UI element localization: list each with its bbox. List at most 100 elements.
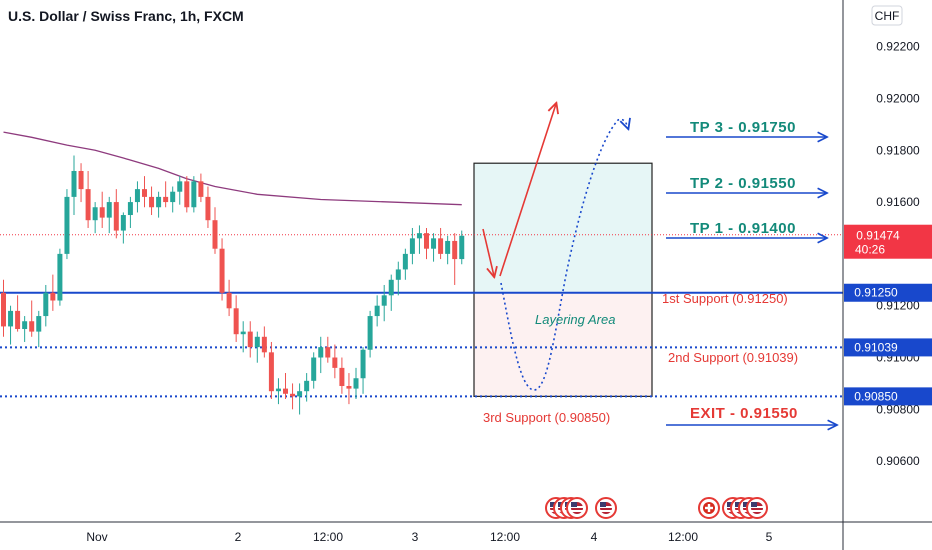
candle — [240, 321, 246, 353]
candle — [339, 357, 345, 394]
currency-badge-box — [871, 5, 903, 26]
candle-body — [247, 331, 253, 348]
candle — [149, 186, 155, 216]
candle-body — [275, 388, 281, 392]
candle — [134, 181, 140, 213]
layering-zone — [474, 292, 652, 397]
us-flag-stripe — [751, 510, 763, 512]
candle-body — [254, 336, 260, 348]
candle — [297, 383, 303, 415]
candle-body — [127, 202, 133, 216]
candle — [36, 310, 42, 348]
candle-body — [15, 310, 21, 330]
us-flag-canton — [743, 502, 749, 507]
candle — [367, 310, 373, 358]
candle-body — [163, 196, 169, 203]
candle — [452, 233, 458, 285]
candle-body — [388, 279, 394, 296]
candle — [29, 300, 35, 337]
candle-body — [219, 248, 225, 293]
candle-body — [424, 233, 429, 249]
candle-body — [381, 295, 387, 306]
candle — [332, 344, 338, 379]
candle-body — [205, 196, 211, 221]
price-tick-label: 0.90800 — [876, 402, 920, 416]
candle-body — [156, 196, 162, 208]
candle-body — [8, 310, 14, 327]
swiss-cross — [705, 506, 713, 510]
candle — [395, 261, 401, 296]
price-axis — [843, 0, 932, 550]
target-label-2: TP 2 - 0.91550 — [690, 175, 796, 192]
candle-body — [78, 170, 84, 190]
candle-body — [149, 196, 155, 208]
candle — [304, 373, 310, 402]
candle — [402, 248, 408, 280]
current-price-value: 0.91474 — [856, 229, 900, 243]
candle — [290, 383, 296, 410]
candle — [346, 373, 352, 405]
candle — [8, 305, 14, 345]
candle — [92, 202, 98, 234]
price-tick-label: 0.92200 — [876, 40, 920, 54]
us-flag-canton — [727, 502, 733, 507]
alternate-projection-path — [500, 119, 628, 391]
candle-body — [64, 196, 70, 254]
time-tick-label: 4 — [591, 530, 598, 544]
candle — [120, 212, 126, 244]
ch-event-icon[interactable] — [698, 497, 720, 519]
us-flag-canton — [571, 502, 577, 507]
candle — [438, 227, 444, 260]
candle-body — [57, 253, 63, 301]
candle-body — [459, 235, 465, 260]
zone-frame — [473, 162, 653, 397]
candle — [254, 331, 260, 363]
us-flag-canton — [751, 502, 757, 507]
us-flag-canton — [600, 502, 606, 507]
time-tick-label: 5 — [766, 530, 773, 544]
candle-body — [43, 292, 49, 317]
candle-body — [332, 357, 338, 368]
support-label-2: 2nd Support (0.91039) — [668, 350, 798, 365]
currency-badge[interactable]: CHF — [871, 5, 903, 26]
candle-body — [438, 238, 444, 254]
candle-body — [360, 349, 366, 379]
level-price-tag-2 — [844, 338, 932, 357]
candle — [71, 155, 77, 216]
candle — [50, 274, 56, 311]
support-label-3: 3rd Support (0.90850) — [483, 410, 610, 425]
candle-body — [106, 202, 112, 218]
candle — [325, 336, 331, 363]
candle-body — [346, 386, 352, 389]
candle-body — [1, 292, 6, 327]
us-event-icon[interactable] — [566, 497, 588, 519]
candle-body — [113, 202, 119, 231]
exit-label: EXIT - 0.91550 — [690, 405, 798, 422]
candle-body — [71, 170, 77, 197]
candle-body — [142, 189, 147, 197]
candle-body — [36, 316, 42, 332]
target-label-1: TP 3 - 0.91750 — [690, 119, 796, 136]
candle-body — [184, 181, 190, 208]
candle-body — [318, 347, 324, 358]
candle — [431, 233, 437, 262]
target-zone — [474, 163, 652, 293]
candle — [1, 279, 6, 337]
candle — [268, 341, 274, 399]
candle-body — [99, 207, 105, 218]
level-price-tag-3 — [844, 387, 932, 406]
candle-body — [226, 292, 232, 309]
candle — [163, 181, 169, 208]
candle — [219, 238, 225, 301]
us-event-icon[interactable] — [595, 497, 617, 519]
candle — [261, 326, 267, 358]
candle — [424, 227, 429, 260]
candle-body — [353, 378, 359, 389]
candle — [416, 225, 422, 254]
candle-body — [445, 240, 451, 254]
candle-body — [198, 181, 204, 197]
us-event-icon[interactable] — [746, 497, 768, 519]
time-tick-label: 12:00 — [313, 530, 343, 544]
